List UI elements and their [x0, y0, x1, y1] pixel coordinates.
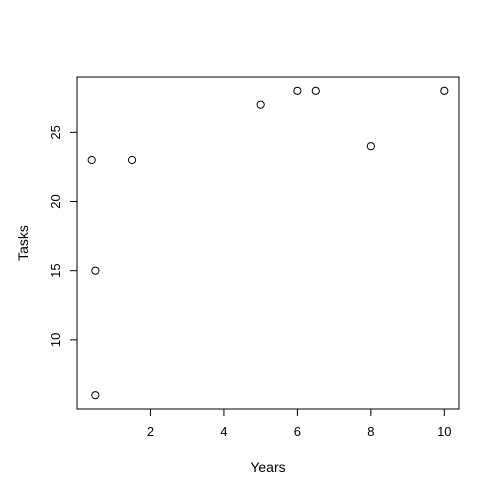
x-axis-label: Years: [250, 459, 285, 475]
data-point: [91, 266, 100, 275]
y-axis: 10 15 20 25: [48, 125, 78, 347]
x-tick-label: 8: [367, 424, 374, 439]
data-point: [293, 86, 302, 95]
data-point: [256, 100, 265, 109]
data-point: [91, 391, 100, 400]
x-tick-label: 4: [220, 424, 227, 439]
x-tick-label: 10: [437, 424, 451, 439]
data-point: [440, 86, 449, 95]
data-point: [127, 155, 137, 165]
y-axis-label: Tasks: [15, 225, 31, 261]
x-axis: 2 4 6 8 10: [147, 408, 452, 439]
data-point: [87, 155, 96, 165]
y-tick-label: 15: [48, 263, 63, 277]
data-points: [87, 86, 449, 400]
data-point: [366, 142, 375, 151]
y-tick-label: 20: [48, 194, 63, 208]
data-point: [311, 86, 320, 95]
y-tick-label: 10: [48, 333, 63, 347]
y-tick-label: 25: [48, 125, 63, 139]
x-tick-label: 2: [147, 424, 154, 439]
x-tick-label: 6: [294, 424, 301, 439]
